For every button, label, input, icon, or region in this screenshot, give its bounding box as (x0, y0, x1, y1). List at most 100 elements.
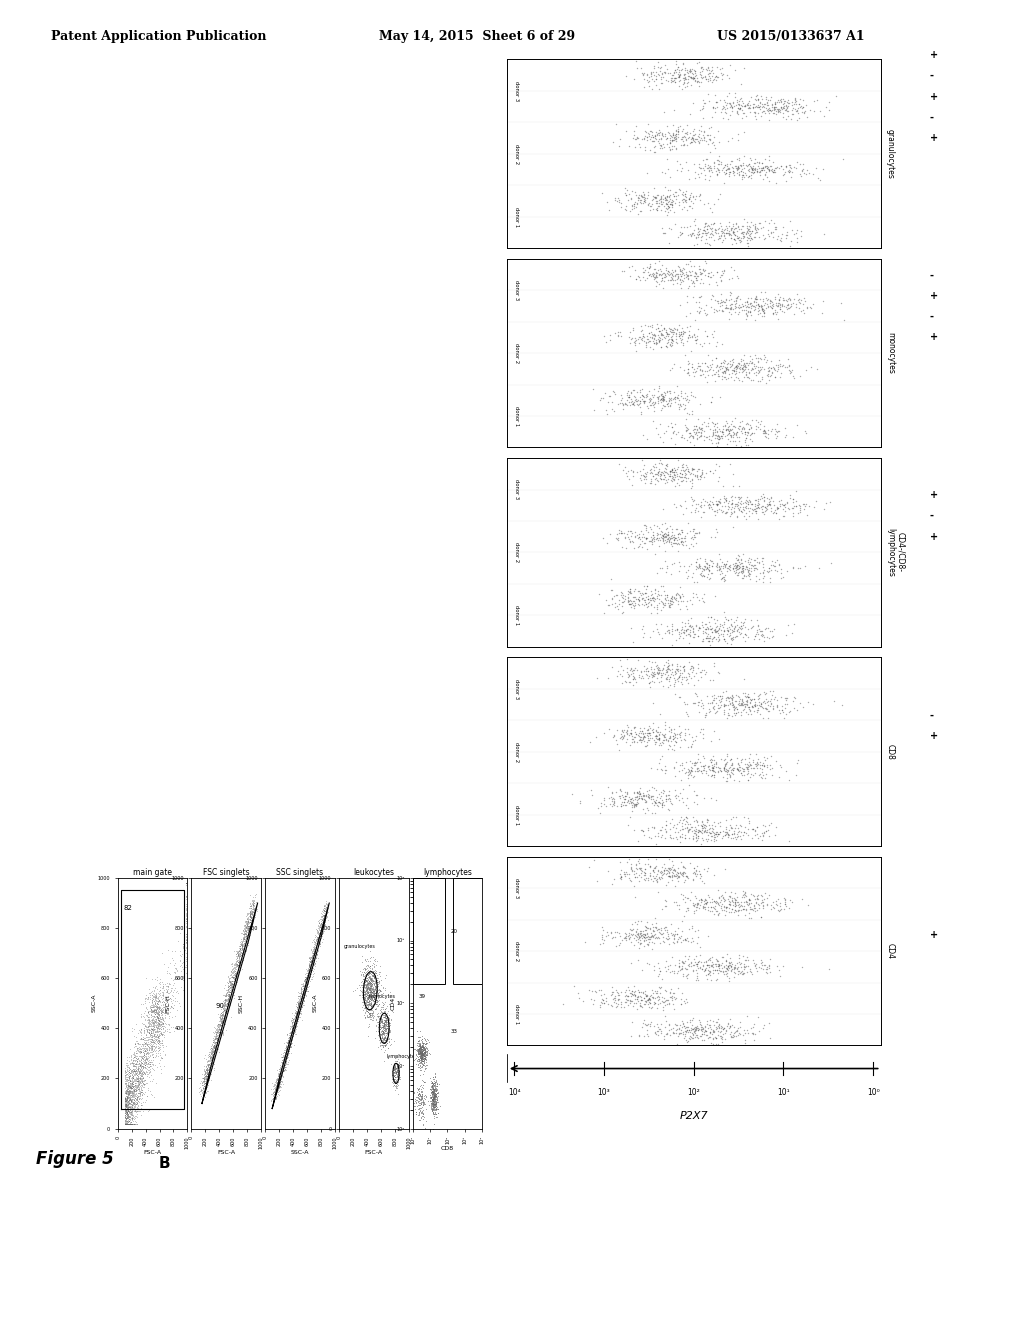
Point (153, 1032, 169, 1053)
Point (778, 224, 795, 246)
Point (282, 1026, 298, 1047)
Point (123, 1102, 139, 1123)
Point (275, 1060, 292, 1081)
Point (415, 1048, 431, 1069)
Point (123, 1047, 139, 1068)
Point (679, 788, 695, 809)
Point (245, 895, 261, 916)
Point (135, 1036, 152, 1057)
Point (282, 1018, 298, 1039)
Point (381, 1020, 397, 1041)
Point (725, 430, 741, 451)
Point (205, 1044, 221, 1065)
Point (358, 991, 375, 1012)
Point (146, 985, 163, 1006)
Point (128, 1052, 144, 1073)
Point (723, 828, 739, 849)
Point (724, 693, 740, 714)
Point (416, 1049, 432, 1071)
Point (302, 956, 318, 977)
Point (721, 416, 737, 437)
Point (417, 1028, 433, 1049)
Point (696, 466, 713, 487)
Point (707, 213, 723, 234)
Point (794, 165, 810, 186)
Point (121, 1110, 137, 1131)
Point (705, 756, 721, 777)
Point (132, 1067, 148, 1088)
Point (272, 1065, 289, 1086)
Point (150, 997, 166, 1018)
Point (651, 137, 668, 158)
Point (649, 721, 666, 742)
Point (702, 157, 719, 178)
Point (245, 890, 261, 911)
Point (390, 1057, 407, 1078)
Point (705, 1034, 721, 1055)
Point (622, 583, 638, 605)
Point (651, 378, 668, 399)
Point (268, 1071, 285, 1092)
Point (628, 858, 644, 879)
Point (380, 1012, 396, 1034)
Point (365, 1005, 381, 1026)
Point (362, 965, 379, 986)
Point (757, 425, 773, 446)
Point (658, 652, 675, 673)
Point (649, 859, 666, 880)
Point (694, 822, 711, 843)
Point (119, 1078, 135, 1100)
Point (389, 1059, 406, 1080)
Point (777, 694, 794, 715)
Point (373, 1008, 389, 1030)
Point (284, 1022, 300, 1043)
Point (426, 1072, 442, 1093)
Point (708, 892, 724, 913)
Point (769, 99, 785, 120)
Point (649, 594, 666, 615)
Point (136, 1030, 153, 1051)
Point (635, 331, 651, 352)
Point (123, 1074, 139, 1096)
Point (778, 492, 795, 513)
Point (648, 121, 665, 143)
Point (211, 1041, 227, 1063)
Point (375, 1005, 391, 1026)
Point (377, 999, 393, 1020)
Point (244, 912, 260, 933)
Point (741, 94, 758, 115)
Point (620, 814, 636, 836)
Point (270, 1068, 287, 1089)
Point (742, 907, 759, 928)
Point (124, 1089, 140, 1110)
Point (724, 96, 740, 117)
Point (709, 96, 725, 117)
Point (135, 1031, 152, 1052)
Point (425, 1104, 441, 1125)
Point (699, 124, 716, 145)
Point (698, 612, 715, 634)
Point (232, 952, 249, 973)
Point (678, 261, 694, 282)
Point (364, 978, 380, 999)
Point (193, 1085, 209, 1106)
Point (199, 1059, 215, 1080)
Point (139, 1002, 156, 1023)
Point (671, 956, 687, 977)
Point (130, 1069, 146, 1090)
Point (636, 861, 652, 882)
Point (665, 519, 681, 540)
Point (624, 391, 640, 412)
Point (129, 1084, 145, 1105)
Point (678, 191, 694, 213)
Point (130, 1061, 146, 1082)
Point (119, 1056, 135, 1077)
Point (306, 940, 323, 961)
Point (357, 983, 374, 1005)
Point (269, 1069, 286, 1090)
Point (736, 352, 753, 374)
Point (424, 1081, 440, 1102)
Point (355, 981, 372, 1002)
Point (698, 557, 715, 578)
Point (649, 759, 666, 780)
